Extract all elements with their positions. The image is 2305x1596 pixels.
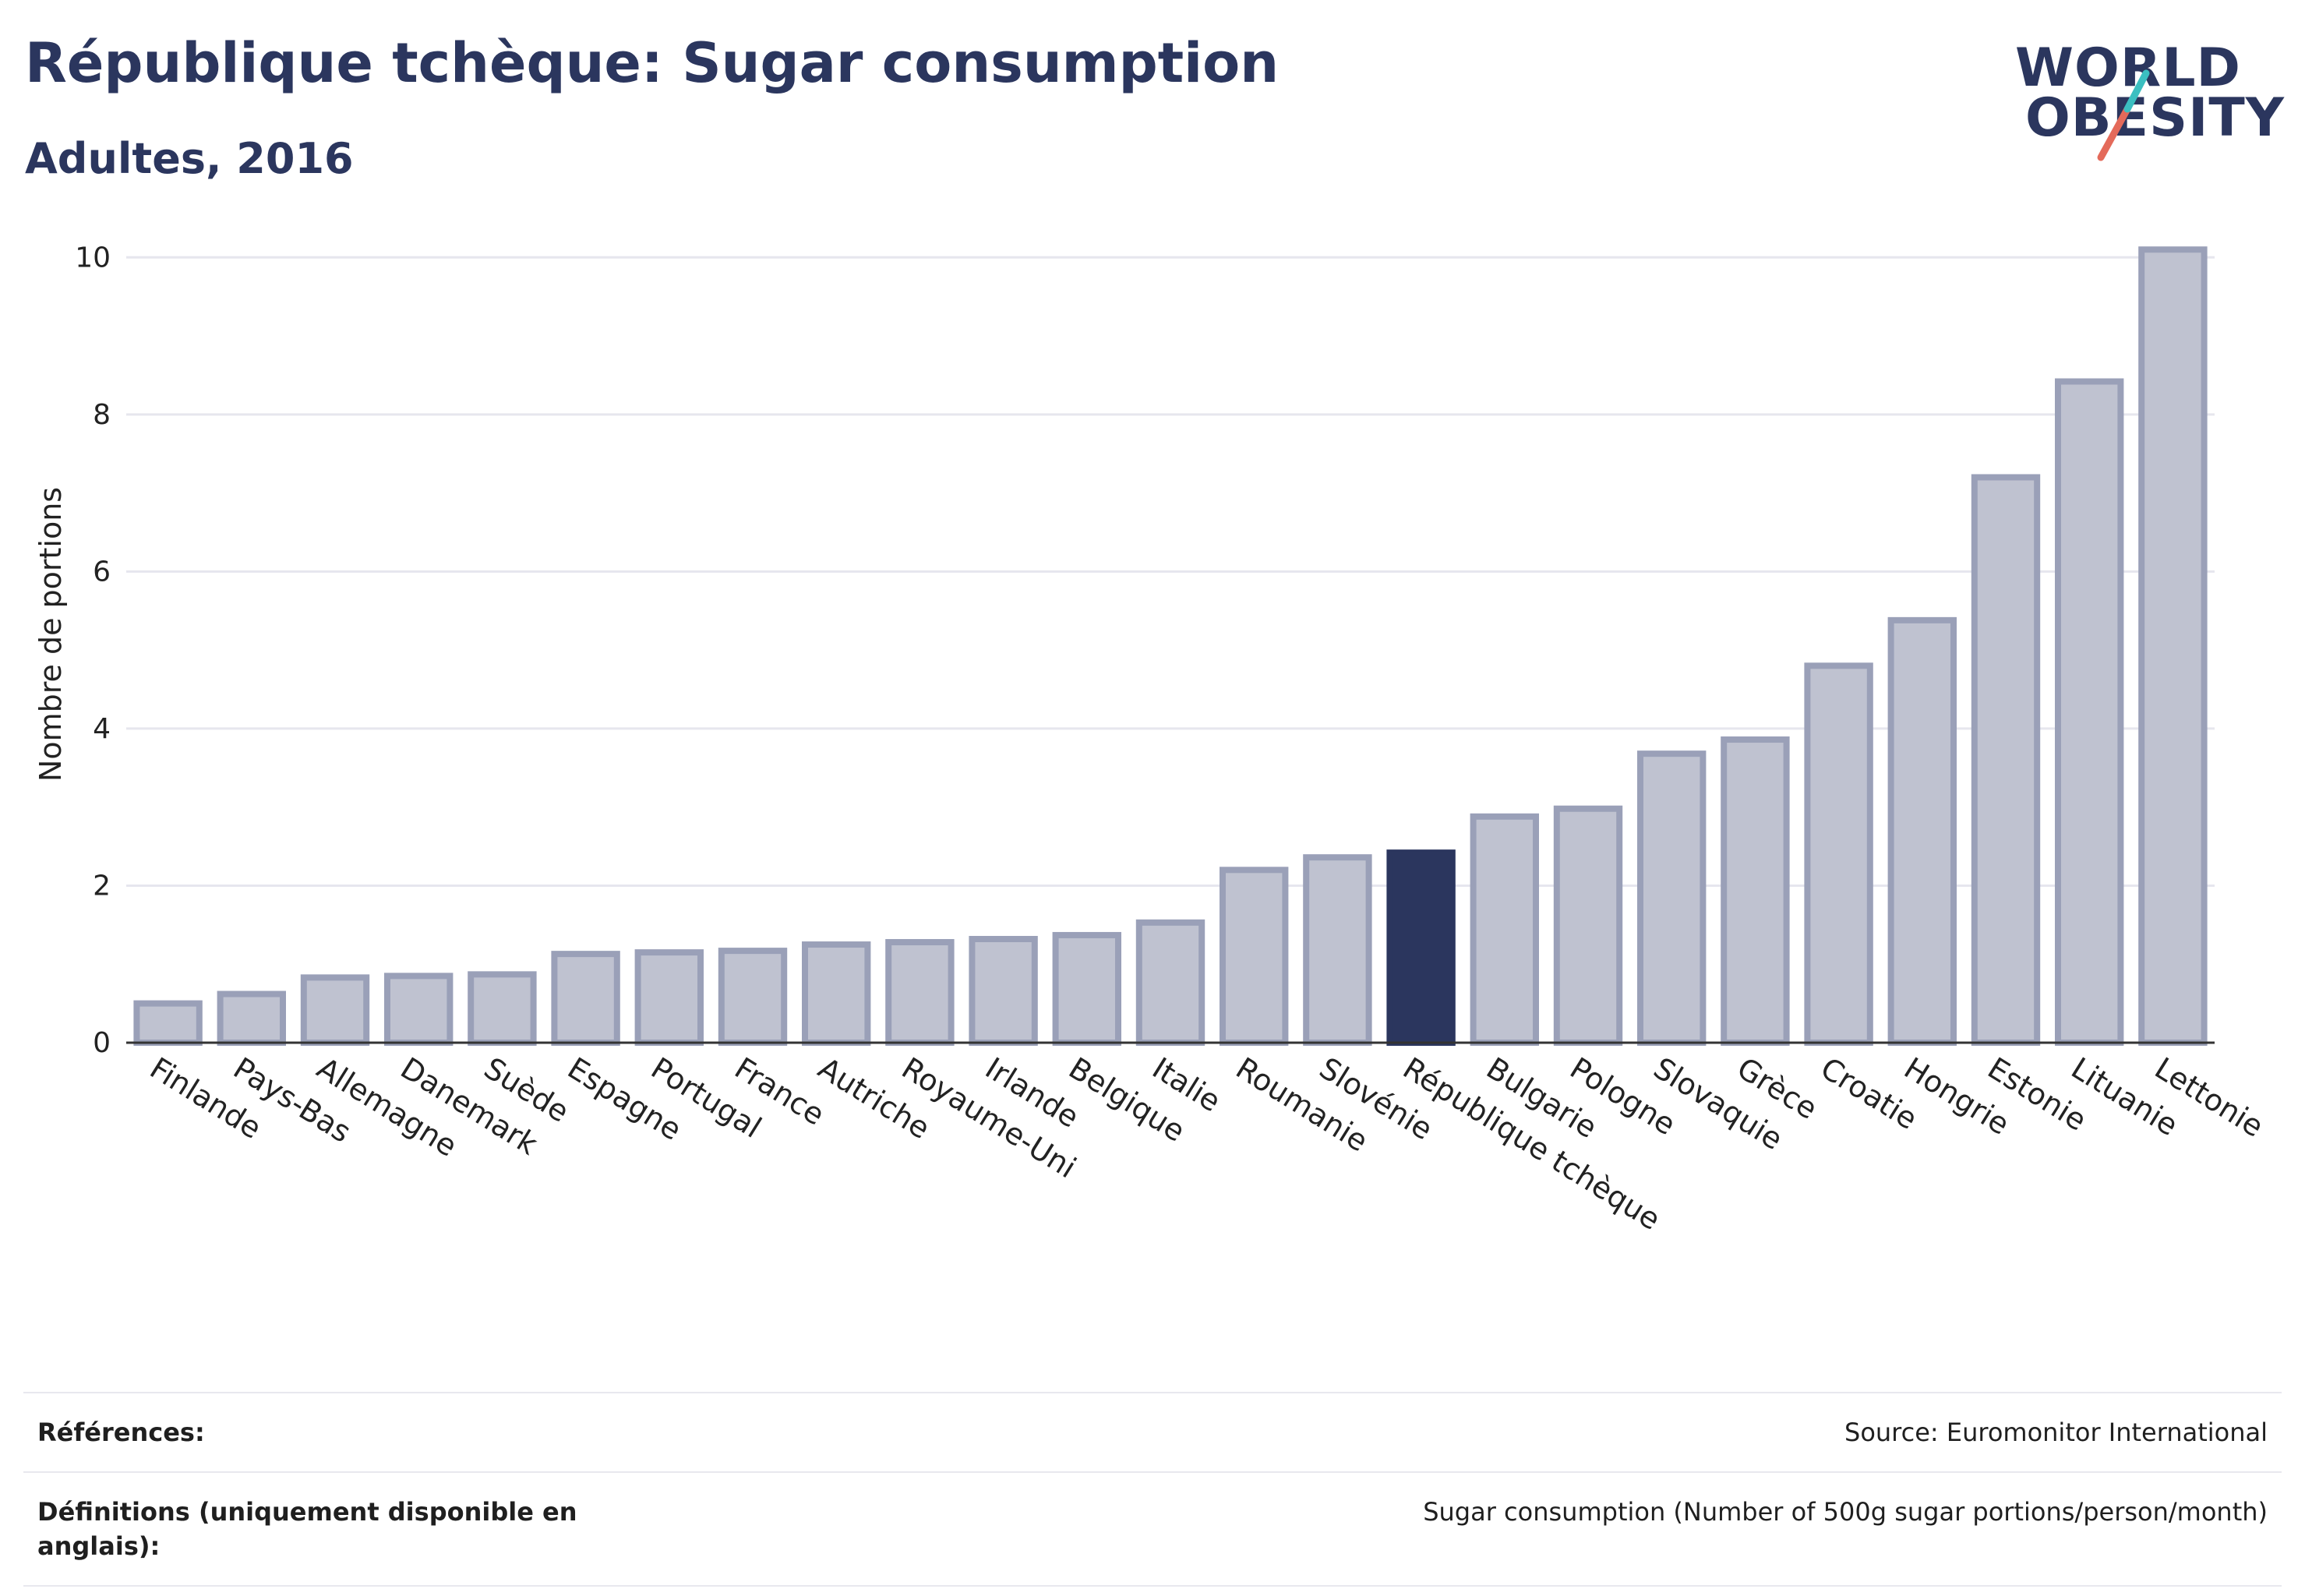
bar — [300, 974, 370, 1046]
bar — [1721, 736, 1790, 1046]
bar — [1052, 931, 1121, 1047]
world-obesity-logo[interactable]: WORLD OBESITY — [2015, 37, 2285, 170]
bar — [1303, 854, 1372, 1047]
references-value: Source: Euromonitor International — [1844, 1418, 2268, 1447]
page-title: République tchèque: Sugar consumption — [25, 31, 1280, 95]
bar — [1637, 750, 1707, 1047]
y-tick-label: 6 — [93, 556, 111, 588]
x-tick-label: Croatie — [1815, 1050, 1923, 1136]
logo-line-2: OBESITY — [2025, 87, 2285, 149]
logo-slash-red — [2097, 105, 2131, 161]
definitions-label: Définitions (uniquement disponible en an… — [37, 1497, 577, 1561]
bar — [384, 973, 454, 1046]
definitions-row: Définitions (uniquement disponible en an… — [23, 1471, 2282, 1587]
bar — [2138, 246, 2208, 1046]
chart-footer: Références: Source: Euromonitor Internat… — [23, 1392, 2282, 1587]
y-axis-label: Nombre de portions — [34, 487, 68, 782]
bar — [1135, 919, 1205, 1046]
bar — [2055, 378, 2124, 1046]
logo-line-1: WORLD — [2015, 37, 2241, 99]
bar — [634, 949, 704, 1046]
logo-slash-teal — [2123, 69, 2150, 113]
bar — [1804, 662, 1873, 1046]
bar — [551, 951, 620, 1047]
bar — [885, 939, 955, 1046]
y-tick-label: 8 — [93, 399, 111, 431]
bar — [133, 1000, 203, 1046]
bar — [217, 990, 287, 1046]
bar — [1971, 474, 2041, 1046]
bar — [468, 971, 537, 1046]
bar — [1887, 616, 1957, 1046]
bar — [718, 948, 788, 1046]
bar — [802, 941, 871, 1046]
bar — [969, 935, 1038, 1046]
y-tick-label: 4 — [93, 713, 111, 745]
page-subtitle: Adultes, 2016 — [25, 134, 354, 183]
references-row: Références: Source: Euromonitor Internat… — [23, 1392, 2282, 1471]
bar — [1553, 805, 1623, 1046]
definitions-value: Sugar consumption (Number of 500g sugar … — [1423, 1497, 2268, 1527]
references-label: Références: — [37, 1418, 205, 1447]
y-tick-label: 2 — [93, 870, 111, 902]
bar — [1470, 813, 1539, 1046]
bar — [1220, 867, 1289, 1046]
logo-slash-icon — [2097, 69, 2150, 161]
bar-highlight — [1386, 849, 1456, 1047]
y-tick-label: 10 — [75, 242, 111, 274]
y-tick-label: 0 — [93, 1027, 111, 1059]
